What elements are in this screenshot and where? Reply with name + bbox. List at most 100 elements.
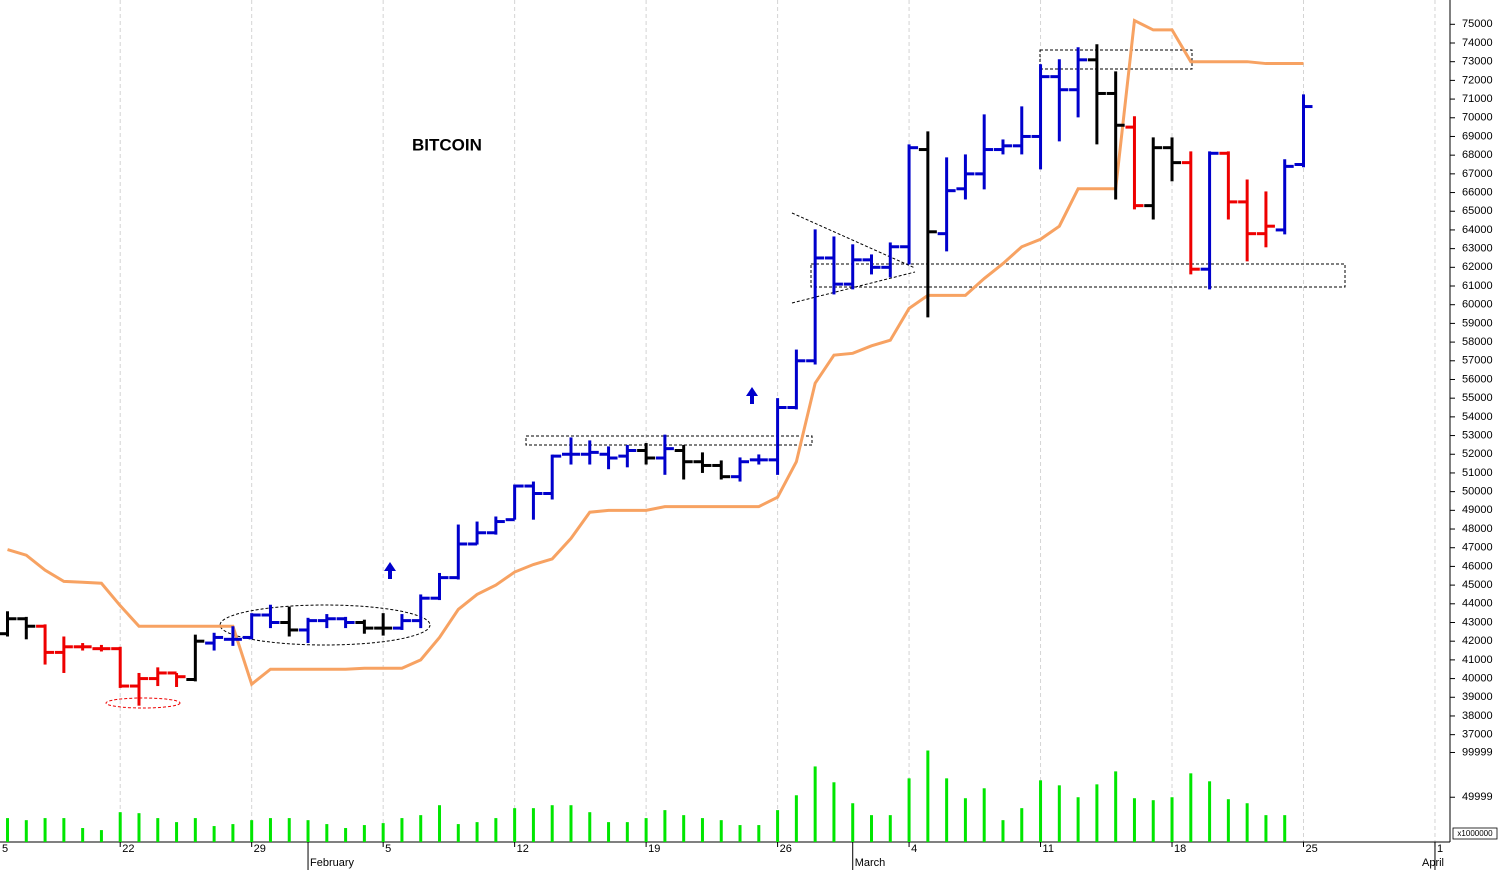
volume-bar xyxy=(663,810,667,842)
ohlc-bar xyxy=(317,614,336,629)
volume-bar xyxy=(851,803,855,842)
x-tick-label: 29 xyxy=(254,843,266,855)
volume-bar xyxy=(287,818,291,842)
ohlc-bar xyxy=(543,454,562,500)
volume-bar xyxy=(81,828,85,842)
volume-bar xyxy=(738,825,742,842)
resistance-box xyxy=(1039,49,1193,70)
volume-bar xyxy=(1095,784,1099,842)
y-tick-label: 51000 xyxy=(1462,467,1493,479)
volume-bar xyxy=(156,818,160,842)
volume-bar xyxy=(250,820,254,842)
ohlc-bar xyxy=(881,242,900,278)
y-tick-label: 54000 xyxy=(1462,411,1493,423)
volume-bar xyxy=(438,805,442,842)
volume-bar xyxy=(682,815,686,842)
volume-bar xyxy=(475,822,479,842)
y-tick-label: 64000 xyxy=(1462,224,1493,236)
ohlc-bar xyxy=(524,481,543,520)
y-tick-label: 68000 xyxy=(1462,149,1493,161)
ohlc-bar xyxy=(505,484,524,522)
y-tick-label: 50000 xyxy=(1462,486,1493,498)
volume-bar xyxy=(381,823,385,842)
volume-bar xyxy=(945,778,949,842)
ohlc-bar xyxy=(449,524,468,580)
volume-bar xyxy=(175,822,179,842)
ohlc-bar xyxy=(1219,151,1238,220)
ohlc-bar xyxy=(1200,151,1219,290)
ohlc-bar xyxy=(561,437,580,465)
y-tick-label: 53000 xyxy=(1462,429,1493,441)
y-tick-label: 42000 xyxy=(1462,635,1493,647)
y-tick-label: 45000 xyxy=(1462,579,1493,591)
y-tick-label: 70000 xyxy=(1462,112,1493,124)
volume-bar xyxy=(1170,797,1174,842)
y-tick-label: 37000 xyxy=(1462,729,1493,741)
range-box xyxy=(525,435,813,446)
y-tick-label: 73000 xyxy=(1462,56,1493,68)
x-tick-label: 22 xyxy=(122,843,134,855)
x-tick-label: 18 xyxy=(1174,843,1186,855)
volume-bar xyxy=(513,808,517,842)
y-tick-label: 41000 xyxy=(1462,654,1493,666)
triangle-line xyxy=(791,212,916,269)
y-tick-label: 47000 xyxy=(1462,542,1493,554)
ohlc-bar xyxy=(749,454,768,465)
y-tick-label: 71000 xyxy=(1462,93,1493,105)
ohlc-bar xyxy=(787,349,806,410)
volume-bar xyxy=(1245,803,1249,842)
y-tick-label: 43000 xyxy=(1462,616,1493,628)
base-ellipse xyxy=(219,604,431,646)
x-tick-label: 11 xyxy=(1043,843,1054,855)
volume-bar xyxy=(625,822,629,842)
x-tick-label: 19 xyxy=(648,843,660,855)
ohlc-bar xyxy=(223,626,242,646)
ohlc-bar xyxy=(975,114,994,190)
ohlc-bar xyxy=(468,521,487,546)
volume-bar xyxy=(870,815,874,842)
x-tick-label: 26 xyxy=(780,843,792,855)
volume-bar xyxy=(118,812,122,842)
up-arrow xyxy=(746,387,758,404)
volume-bar xyxy=(926,750,930,842)
volume-bar xyxy=(531,808,535,842)
ohlc-bar xyxy=(937,157,956,252)
ohlc-bar xyxy=(674,444,693,480)
volume-bar xyxy=(1039,780,1043,842)
y-tick-label: 72000 xyxy=(1462,74,1493,86)
ohlc-bar xyxy=(280,606,299,637)
volume-bar xyxy=(306,820,310,842)
y-tick-label: 75000 xyxy=(1462,18,1493,30)
volume-bar xyxy=(1283,815,1287,842)
volume-bar xyxy=(193,818,197,842)
volume-bar xyxy=(963,798,967,842)
ohlc-bar xyxy=(1181,151,1200,275)
y-tick-label: 48000 xyxy=(1462,523,1493,535)
ohlc-bar xyxy=(712,460,731,480)
ohlc-bar xyxy=(918,131,937,318)
volume-bar xyxy=(1001,820,1005,842)
ohlc-bar xyxy=(768,398,787,475)
y-tick-label: 74000 xyxy=(1462,37,1493,49)
volume-bar xyxy=(62,818,66,842)
y-tick-label: 44000 xyxy=(1462,598,1493,610)
y-tick-label: 62000 xyxy=(1462,261,1493,273)
volume-bar xyxy=(1076,797,1080,842)
ohlc-bar xyxy=(824,236,843,295)
scale-label: x1000000 xyxy=(1457,829,1493,838)
x-tick-label: 25 xyxy=(1305,843,1317,855)
volume-bar xyxy=(24,820,28,842)
ohlc-bar xyxy=(111,646,130,688)
chart-title: BITCOIN xyxy=(412,135,482,154)
volume-bar xyxy=(719,820,723,842)
volume-bar xyxy=(888,815,892,842)
volume-bar xyxy=(776,810,780,842)
ohlc-bar xyxy=(900,144,919,265)
volume-bar xyxy=(212,826,216,842)
volume-bar xyxy=(982,788,986,842)
ohlc-bar xyxy=(36,624,55,665)
ohlc-bar xyxy=(374,613,393,636)
y-tick-label: 63000 xyxy=(1462,243,1493,255)
